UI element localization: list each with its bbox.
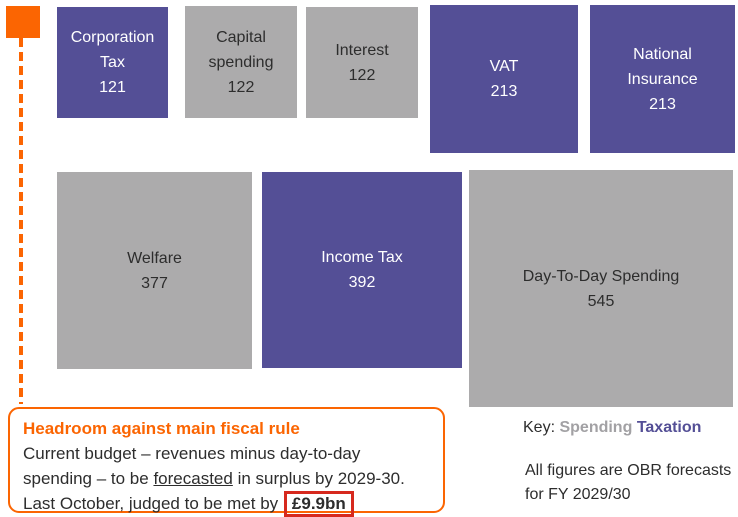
tile-label: Income Tax — [321, 249, 403, 266]
callout-title: Headroom against main fiscal rule — [23, 419, 300, 438]
headroom-callout: Headroom against main fiscal rule Curren… — [8, 407, 445, 517]
tile-national-insurance: National Insurance 213 — [590, 5, 735, 153]
callout-body: Current budget – revenues minus day-to-d… — [23, 441, 430, 517]
tile-vat: VAT 213 — [430, 5, 578, 153]
tile-value: 545 — [587, 292, 615, 310]
tile-label: VAT — [489, 58, 519, 75]
tile-day-to-day-spending: Day-To-Day Spending 545 — [469, 170, 733, 407]
tile-value: 121 — [99, 79, 126, 96]
legend-entry-spending: Spending — [559, 419, 633, 436]
tile-value: 122 — [348, 66, 376, 84]
tile-income-tax: Income Tax 392 — [262, 172, 462, 368]
tile-value: 213 — [649, 95, 676, 113]
tile-label: Interest — [335, 41, 389, 59]
tile-label: Corporation Tax — [70, 29, 155, 71]
tile-label: Welfare — [127, 249, 182, 267]
tile-label: Capital spending — [208, 28, 274, 71]
tile-value: 213 — [490, 83, 518, 100]
tile-value: 122 — [227, 78, 255, 96]
tile-corporation-tax: Corporation Tax 121 — [57, 7, 168, 118]
callout-body-text: in surplus by 2029-30. Last October, jud… — [23, 469, 405, 513]
tile-label: National Insurance — [627, 45, 698, 88]
callout-anchor-square — [6, 6, 40, 38]
tile-label: Day-To-Day Spending — [522, 267, 680, 285]
tile-value: 392 — [348, 274, 376, 291]
footnote: All figures are OBR forecasts for FY 202… — [525, 462, 732, 503]
tile-value: 377 — [141, 274, 168, 292]
legend: Key: Spending Taxation — [523, 419, 701, 437]
headroom-value-highlight: £9.9bn — [283, 491, 354, 517]
legend-entry-taxation: Taxation — [636, 419, 702, 436]
callout-body-text: Current budget – revenues minus day-to-d… — [23, 444, 361, 488]
legend-label: Key: — [523, 419, 556, 436]
tile-capital-spending: Capital spending 122 — [185, 6, 297, 118]
callout-dashed-connector — [19, 38, 23, 404]
tile-interest: Interest 122 — [306, 7, 418, 118]
tile-welfare: Welfare 377 — [57, 172, 252, 369]
callout-underlined-word: forecasted — [153, 469, 233, 488]
